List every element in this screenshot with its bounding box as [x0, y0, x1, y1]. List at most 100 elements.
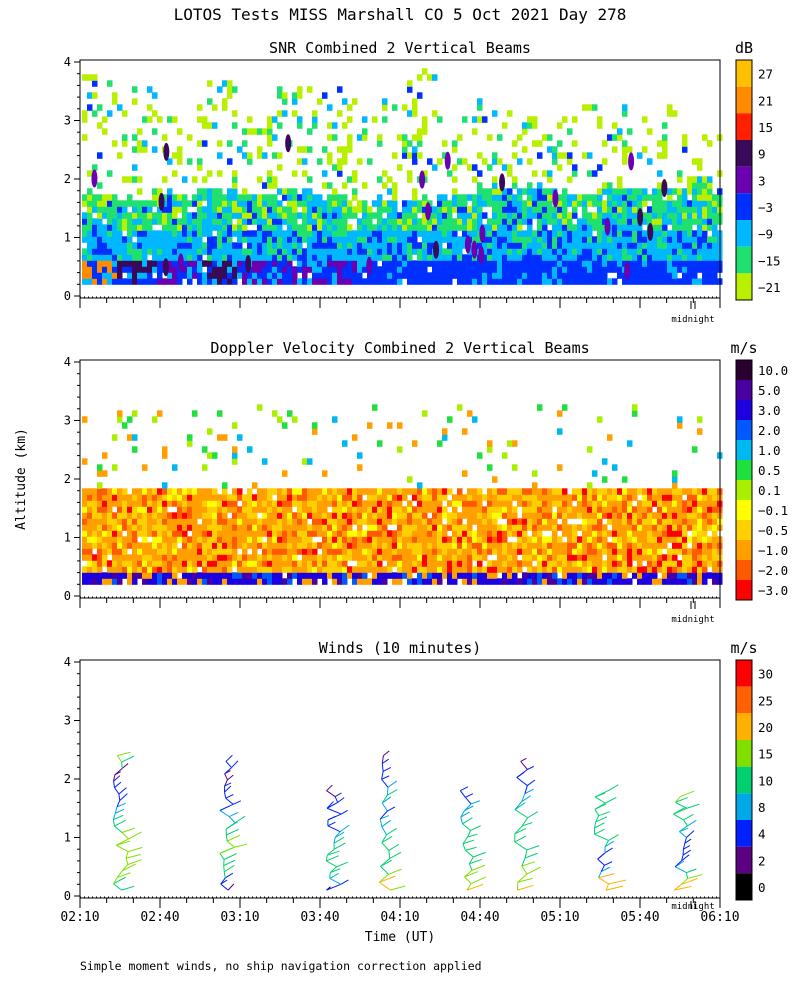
- velocity-cell: [222, 560, 228, 567]
- velocity-cell: [707, 488, 713, 495]
- velocity-cell: [487, 500, 493, 507]
- snr-cell: [607, 260, 613, 267]
- velocity-cell: [407, 476, 413, 483]
- snr-cell: [592, 260, 598, 267]
- snr-cell: [412, 98, 418, 105]
- velocity-cell: [477, 524, 483, 531]
- velocity-cell: [492, 500, 498, 507]
- snr-cell: [502, 242, 508, 249]
- snr-cell: [607, 134, 613, 141]
- velocity-cell: [622, 488, 628, 495]
- colorbar-swatch: [736, 113, 752, 140]
- colorbar-swatch: [736, 873, 752, 900]
- velocity-cell: [277, 518, 283, 525]
- snr-cell: [462, 236, 468, 243]
- wind-staff: [326, 801, 338, 809]
- snr-cell: [292, 92, 298, 99]
- velocity-cell: [657, 500, 663, 507]
- snr-cell: [617, 254, 623, 261]
- velocity-cell: [402, 530, 408, 537]
- snr-cell: [642, 236, 648, 243]
- snr-cell: [97, 104, 103, 111]
- snr-cell: [397, 224, 403, 231]
- snr-cell: [217, 86, 223, 93]
- snr-cell: [242, 278, 248, 285]
- velocity-cell: [342, 554, 348, 561]
- velocity-cell: [132, 512, 138, 519]
- velocity-cell: [572, 560, 578, 567]
- snr-cell: [497, 194, 503, 201]
- snr-cell: [482, 194, 488, 201]
- velocity-cell: [662, 494, 668, 501]
- colorbar-label: −1.0: [758, 543, 788, 558]
- snr-cell: [217, 266, 223, 273]
- velocity-cell: [402, 518, 408, 525]
- snr-cell: [532, 248, 538, 255]
- wind-staff: [594, 833, 609, 841]
- velocity-cell: [472, 512, 478, 519]
- snr-cell: [237, 146, 243, 153]
- snr-cell: [417, 206, 423, 213]
- snr-cell: [312, 254, 318, 261]
- snr-cell: [597, 248, 603, 255]
- wind-staff: [521, 865, 528, 875]
- velocity-cell: [507, 578, 513, 585]
- snr-cell: [262, 212, 268, 219]
- snr-cell: [462, 260, 468, 267]
- snr-cell: [567, 272, 573, 279]
- snr-cell: [522, 212, 528, 219]
- velocity-cell: [537, 530, 543, 537]
- velocity-cell: [382, 554, 388, 561]
- snr-cell: [247, 194, 253, 201]
- velocity-cell: [452, 506, 458, 513]
- velocity-cell: [142, 512, 148, 519]
- wind-barb: [687, 819, 697, 827]
- velocity-cell: [462, 578, 468, 585]
- velocity-cell: [647, 566, 653, 573]
- snr-cell: [457, 200, 463, 207]
- velocity-cell: [707, 518, 713, 525]
- snr-cell: [477, 272, 483, 279]
- velocity-cell: [617, 506, 623, 513]
- velocity-cell: [297, 548, 303, 555]
- velocity-cell: [417, 572, 423, 579]
- snr-plume: [637, 208, 644, 227]
- snr-cell: [282, 188, 288, 195]
- velocity-cell: [702, 500, 708, 507]
- snr-cell: [322, 236, 328, 243]
- velocity-cell: [582, 578, 588, 585]
- velocity-cell: [297, 500, 303, 507]
- snr-cell: [227, 80, 233, 87]
- velocity-cell: [377, 500, 383, 507]
- snr-cell: [622, 218, 628, 225]
- velocity-cell: [302, 494, 308, 501]
- velocity-cell: [527, 566, 533, 573]
- velocity-cell: [177, 548, 183, 555]
- snr-cell: [172, 266, 178, 273]
- velocity-cell: [602, 488, 608, 495]
- velocity-cell: [572, 512, 578, 519]
- velocity-cell: [97, 542, 103, 549]
- velocity-cell: [577, 506, 583, 513]
- snr-cell: [462, 230, 468, 237]
- velocity-cell: [287, 542, 293, 549]
- snr-cell: [547, 200, 553, 207]
- snr-cell: [197, 248, 203, 255]
- snr-cell: [592, 194, 598, 201]
- velocity-cell: [327, 500, 333, 507]
- velocity-cell: [447, 554, 453, 561]
- snr-cell: [372, 266, 378, 273]
- snr-cell: [392, 104, 398, 111]
- snr-cell: [442, 260, 448, 267]
- velocity-cell: [232, 548, 238, 555]
- snr-cell: [657, 152, 663, 159]
- velocity-cell: [682, 578, 688, 585]
- velocity-cell: [677, 500, 683, 507]
- velocity-cell: [457, 500, 463, 507]
- snr-cell: [232, 254, 238, 261]
- snr-cell: [232, 182, 238, 189]
- snr-cell: [647, 254, 653, 261]
- velocity-cell: [262, 494, 268, 501]
- velocity-cell: [342, 500, 348, 507]
